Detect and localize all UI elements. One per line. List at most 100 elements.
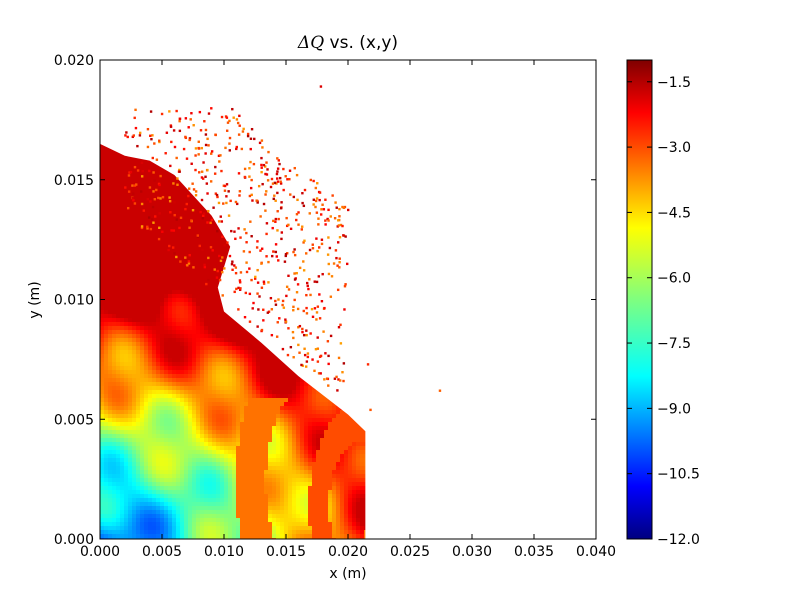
heatmap-cell bbox=[120, 186, 124, 190]
heatmap-cell bbox=[228, 362, 232, 366]
heatmap-cell bbox=[136, 266, 140, 270]
heatmap-cell bbox=[196, 362, 200, 366]
heatmap-cell bbox=[120, 358, 124, 362]
heatmap-cell bbox=[116, 362, 120, 366]
heatmap-cell bbox=[140, 370, 144, 374]
heatmap-cell bbox=[172, 206, 176, 210]
heatmap-cell bbox=[104, 390, 108, 394]
heatmap-cell bbox=[140, 506, 144, 510]
heatmap-cell bbox=[136, 274, 140, 278]
heatmap-cell bbox=[152, 366, 156, 370]
heatmap-cell bbox=[264, 378, 268, 382]
heatmap-cell bbox=[116, 302, 120, 306]
heatmap-cell bbox=[224, 446, 228, 450]
heatmap-cell bbox=[108, 274, 112, 278]
heatmap-cell bbox=[284, 498, 288, 502]
heatmap-cell bbox=[196, 498, 200, 502]
heatmap-cell bbox=[108, 290, 112, 294]
heatmap-cell bbox=[136, 222, 140, 226]
heatmap-cell bbox=[172, 210, 176, 214]
heatmap-cell bbox=[156, 242, 160, 246]
heatmap-cell bbox=[128, 274, 132, 278]
heatmap-cell bbox=[196, 510, 200, 514]
heatmap-cell bbox=[128, 194, 132, 198]
heatmap-cell bbox=[108, 270, 112, 274]
heatmap-cell bbox=[136, 490, 140, 494]
heatmap-cell bbox=[156, 414, 160, 418]
heatmap-cell bbox=[272, 526, 276, 530]
heatmap-cell bbox=[284, 490, 288, 494]
heatmap-cell bbox=[260, 434, 264, 438]
heatmap-cell bbox=[244, 374, 248, 378]
heatmap-cell bbox=[208, 354, 212, 358]
heatmap-cell bbox=[132, 298, 136, 302]
heatmap-cell bbox=[176, 350, 180, 354]
heatmap-cell bbox=[180, 506, 184, 510]
heatmap-cell bbox=[124, 494, 128, 498]
heatmap-cell bbox=[168, 486, 172, 490]
heatmap-cell bbox=[176, 382, 180, 386]
heatmap-cell bbox=[204, 406, 208, 410]
heatmap-cell bbox=[212, 378, 216, 382]
heatmap-cell bbox=[264, 530, 268, 534]
heatmap-cell bbox=[116, 434, 120, 438]
heatmap-cell bbox=[128, 322, 132, 326]
heatmap-cell bbox=[172, 366, 176, 370]
heatmap-cell bbox=[240, 498, 244, 502]
heatmap-cell bbox=[120, 454, 124, 458]
heatmap-cell bbox=[144, 254, 148, 258]
heatmap-cell bbox=[204, 458, 208, 462]
heatmap-cell bbox=[280, 462, 284, 466]
heatmap-cell bbox=[268, 494, 272, 498]
heatmap-cell bbox=[100, 274, 104, 278]
heatmap-cell bbox=[128, 510, 132, 514]
heatmap-cell bbox=[272, 422, 276, 426]
heatmap-cell bbox=[148, 266, 152, 270]
heatmap-cell bbox=[200, 418, 204, 422]
heatmap-cell bbox=[248, 414, 252, 418]
heatmap-cell bbox=[184, 434, 188, 438]
heatmap-cell bbox=[160, 410, 164, 414]
heatmap-cell bbox=[184, 470, 188, 474]
heatmap-cell bbox=[208, 414, 212, 418]
heatmap-cell bbox=[184, 342, 188, 346]
heatmap-cell bbox=[164, 258, 168, 262]
heatmap-cell bbox=[120, 166, 124, 170]
heatmap-cell bbox=[196, 490, 200, 494]
heatmap-cell bbox=[124, 318, 128, 322]
heatmap-cell bbox=[224, 370, 228, 374]
heatmap-cell bbox=[108, 186, 112, 190]
heatmap-cell bbox=[136, 366, 140, 370]
heatmap-cell bbox=[172, 314, 176, 318]
heatmap-cell bbox=[192, 406, 196, 410]
heatmap-cell bbox=[288, 494, 292, 498]
heatmap-cell bbox=[124, 522, 128, 526]
heatmap-cell bbox=[204, 210, 208, 214]
heatmap-cell bbox=[168, 414, 172, 418]
heatmap-cell bbox=[168, 470, 172, 474]
heatmap-cell bbox=[108, 526, 112, 530]
heatmap-cell bbox=[176, 518, 180, 522]
heatmap-cell bbox=[168, 474, 172, 478]
heatmap-cell bbox=[168, 302, 172, 306]
heatmap-cell bbox=[140, 254, 144, 258]
heatmap-cell bbox=[120, 326, 124, 330]
heatmap-cell bbox=[116, 418, 120, 422]
heatmap-cell bbox=[192, 234, 196, 238]
heatmap-cell bbox=[104, 490, 108, 494]
heatmap-cell bbox=[132, 446, 136, 450]
heatmap-cell bbox=[192, 402, 196, 406]
heatmap-cell bbox=[164, 450, 168, 454]
heatmap-cell bbox=[172, 382, 176, 386]
heatmap-cell bbox=[144, 362, 148, 366]
heatmap-cell bbox=[128, 486, 132, 490]
heatmap-cell bbox=[120, 462, 124, 466]
heatmap-cell bbox=[204, 454, 208, 458]
heatmap-cell bbox=[168, 350, 172, 354]
heatmap-cell bbox=[256, 458, 260, 462]
heatmap-cell bbox=[200, 506, 204, 510]
heatmap-cell bbox=[256, 390, 260, 394]
heatmap-cell bbox=[100, 286, 104, 290]
heatmap-cell bbox=[220, 250, 224, 254]
heatmap-cell bbox=[100, 322, 104, 326]
